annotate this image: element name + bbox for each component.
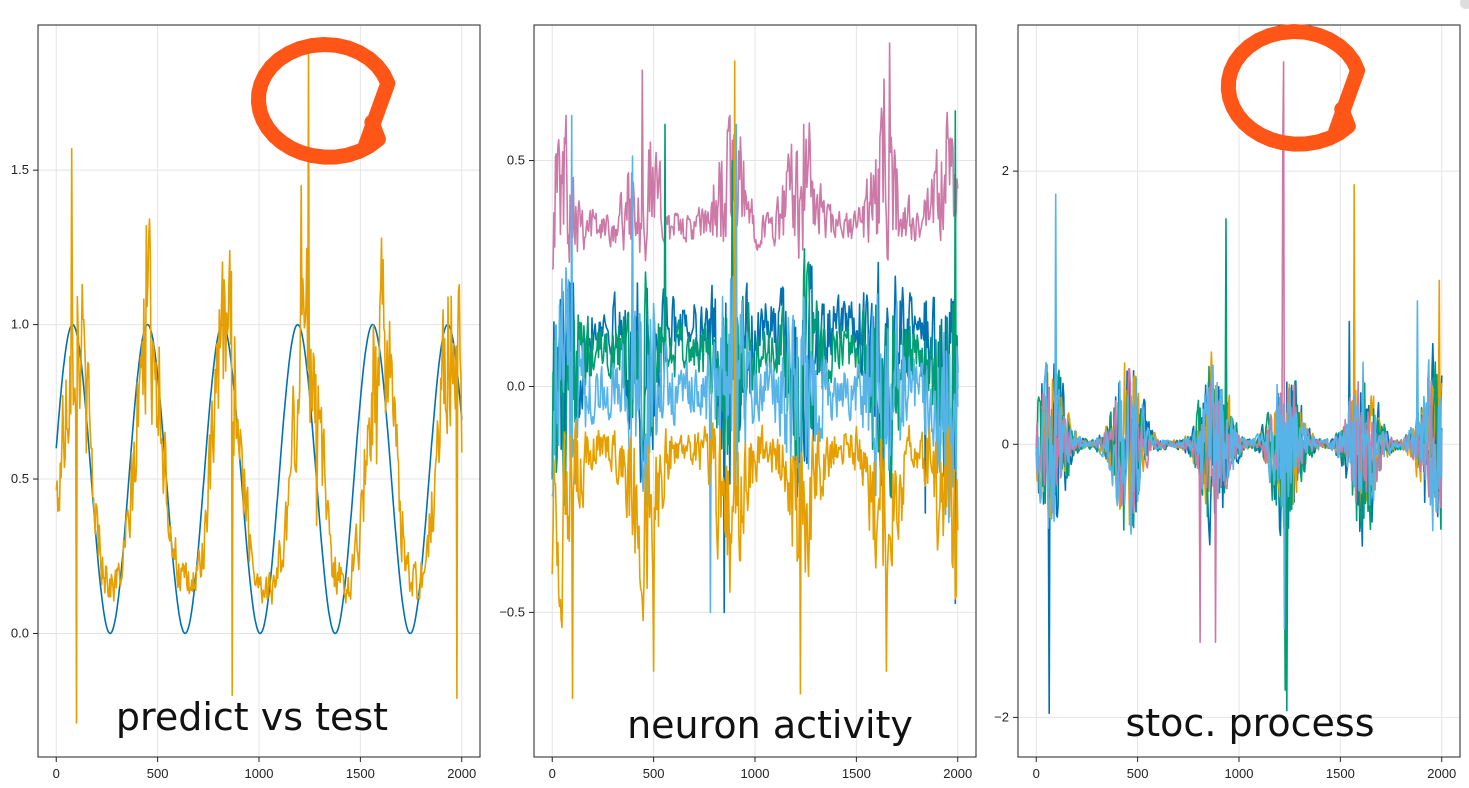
x-tick-label: 2000: [447, 766, 476, 781]
panel-predict-vs-test: 0 500 1000 1500 2000 0.0 0.5 1.0 1.5 predict vs …: [11, 24, 481, 781]
series-line-skyblue: [1035, 193, 1443, 630]
panel-3-annotation: stoc. process: [1125, 701, 1374, 745]
series-line-pink: [551, 42, 959, 270]
series-line-skyblue: [551, 114, 959, 614]
x-tick-label: 2000: [943, 766, 972, 781]
x-tick-label: 1500: [842, 766, 871, 781]
panel-1-annotation: predict vs test: [116, 695, 388, 739]
x-tick-label: 2000: [1427, 766, 1456, 781]
panel-2-axes: 0 500 1000 1500 2000 −0.5 0.0 0.5: [499, 153, 972, 781]
y-tick-label: 0.0: [507, 378, 525, 393]
series-line-orange: [55, 52, 463, 724]
highlight-circle-2: [1220, 24, 1366, 152]
x-tick-label: 1500: [346, 766, 375, 781]
x-tick-label: 0: [549, 766, 556, 781]
highlight-circle-1: [251, 37, 396, 165]
y-tick-label: 0: [1002, 436, 1009, 451]
x-tick-label: 0: [53, 766, 60, 781]
x-tick-label: 1000: [741, 766, 770, 781]
y-tick-label: 0.5: [507, 153, 525, 168]
y-tick-label: 2: [1002, 163, 1009, 178]
panel-stoc-process: 0 500 1000 1500 2000 −2 0 2 stoc. process: [994, 24, 1461, 781]
panel-3-axes: 0 500 1000 1500 2000 −2 0 2: [994, 163, 1456, 781]
x-tick-label: 500: [1127, 766, 1149, 781]
panel-neuron-activity: 0 500 1000 1500 2000 −0.5 0.0 0.5 neuron activi…: [499, 24, 977, 781]
series-line-orange: [551, 60, 959, 700]
panel-2-annotation: neuron activity: [627, 703, 913, 747]
panel-1-axes: 0 500 1000 1500 2000 0.0 0.5 1.0 1.5: [11, 162, 476, 781]
x-tick-label: 500: [643, 766, 665, 781]
panel-3-series: [1035, 61, 1443, 715]
y-tick-label: 0.0: [11, 625, 29, 640]
panel-1-series: [55, 52, 463, 724]
corner-dot: [1460, 0, 1469, 9]
y-tick-label: 1.0: [11, 317, 29, 332]
panel-2-series: [551, 42, 959, 700]
x-tick-label: 1500: [1326, 766, 1355, 781]
x-tick-label: 1000: [1225, 766, 1254, 781]
y-tick-label: 1.5: [11, 162, 29, 177]
x-tick-label: 0: [1033, 766, 1040, 781]
x-tick-label: 1000: [245, 766, 274, 781]
x-tick-label: 500: [147, 766, 169, 781]
y-tick-label: −0.5: [499, 604, 525, 619]
y-tick-label: 0.5: [11, 471, 29, 486]
y-tick-label: −2: [994, 709, 1009, 724]
